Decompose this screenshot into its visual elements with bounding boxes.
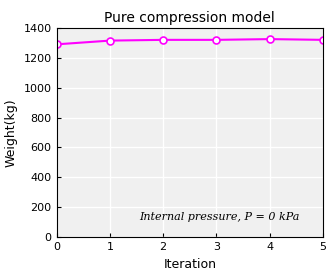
Title: Pure compression model: Pure compression model: [105, 11, 275, 25]
Y-axis label: Weight(kg): Weight(kg): [5, 98, 18, 167]
Text: Internal pressure, P = 0 kPa: Internal pressure, P = 0 kPa: [139, 212, 300, 222]
X-axis label: Iteration: Iteration: [163, 258, 216, 271]
